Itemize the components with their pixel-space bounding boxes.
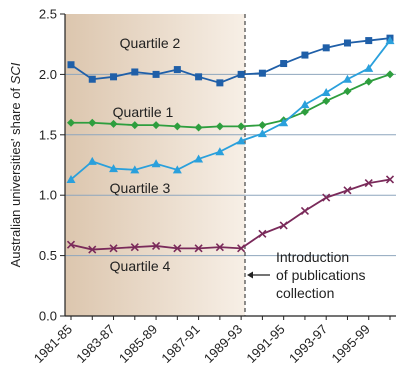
data-point bbox=[215, 243, 224, 252]
y-tick-labels: 0.0 0.5 1.0 1.5 2.0 2.5 bbox=[39, 7, 57, 324]
annotation: Introduction of publications collection bbox=[247, 249, 366, 301]
series-line bbox=[71, 73, 391, 129]
data-point bbox=[152, 241, 161, 251]
series-labels: Quartile 2 Quartile 1 Quartile 3 Quartile 4 bbox=[110, 35, 181, 274]
data-point bbox=[195, 73, 203, 81]
x-tick-label: 1987-91 bbox=[158, 322, 202, 366]
series-label: Quartile 2 bbox=[120, 35, 181, 51]
data-point bbox=[300, 107, 309, 116]
annotation-line-3: collection bbox=[276, 285, 334, 301]
data-point bbox=[216, 79, 224, 87]
data-point bbox=[364, 77, 373, 86]
data-point bbox=[152, 70, 160, 78]
data-point bbox=[365, 37, 373, 45]
data-point bbox=[215, 147, 225, 156]
data-point bbox=[130, 121, 139, 130]
data-point bbox=[130, 243, 139, 252]
y-tick-label: 2.5 bbox=[39, 7, 57, 22]
data-point bbox=[236, 136, 246, 145]
data-point bbox=[88, 75, 96, 83]
data-point bbox=[364, 179, 373, 188]
data-point bbox=[385, 36, 395, 45]
data-point bbox=[343, 39, 351, 47]
annotation-line-1: Introduction bbox=[276, 249, 349, 265]
data-point bbox=[109, 119, 118, 128]
data-point bbox=[237, 122, 246, 131]
y-tick-label: 1.5 bbox=[39, 127, 57, 142]
data-point bbox=[66, 174, 76, 183]
data-point bbox=[258, 69, 266, 77]
annotation-line-2: of publications bbox=[276, 267, 366, 283]
data-point bbox=[364, 63, 374, 72]
data-point bbox=[215, 122, 224, 131]
series-label: Quartile 4 bbox=[110, 258, 171, 274]
y-axis-title: Australian universities' share of SCI bbox=[8, 62, 23, 267]
data-point bbox=[257, 129, 267, 138]
data-point bbox=[130, 165, 140, 174]
y-tick-label: 0.0 bbox=[39, 309, 57, 324]
data-point bbox=[88, 118, 97, 127]
data-point bbox=[343, 186, 352, 195]
data-point bbox=[279, 118, 289, 127]
data-point bbox=[109, 244, 118, 253]
data-point bbox=[151, 159, 161, 168]
data-point bbox=[173, 66, 181, 74]
x-tick-labels: 1981-851983-871985-891987-911989-931991-… bbox=[31, 322, 373, 366]
data-point bbox=[110, 73, 118, 81]
x-tick-label: 1995-99 bbox=[329, 322, 373, 366]
data-point bbox=[342, 74, 352, 83]
data-point bbox=[343, 87, 352, 96]
data-point bbox=[300, 100, 310, 109]
series-line bbox=[70, 37, 391, 84]
data-point bbox=[300, 206, 309, 215]
data-point bbox=[280, 60, 288, 68]
data-point bbox=[67, 118, 75, 127]
data-point bbox=[322, 96, 331, 105]
data-point bbox=[322, 193, 331, 202]
data-point bbox=[194, 154, 204, 163]
data-point bbox=[237, 70, 245, 78]
annotation-arrow-head bbox=[247, 271, 253, 279]
data-point bbox=[321, 88, 331, 97]
data-point bbox=[386, 70, 394, 79]
axes bbox=[60, 13, 396, 320]
x-tick-label: 1981-85 bbox=[31, 322, 75, 366]
data-point bbox=[109, 164, 119, 173]
series-label: Quartile 1 bbox=[113, 104, 174, 120]
data-point bbox=[385, 175, 395, 184]
data-point bbox=[194, 244, 203, 253]
series-line bbox=[70, 178, 391, 251]
x-tick-label: 1991-95 bbox=[243, 322, 287, 366]
y-tick-label: 2.0 bbox=[39, 67, 57, 82]
data-point bbox=[88, 245, 97, 254]
data-point bbox=[322, 44, 330, 52]
y-tick-label: 1.0 bbox=[39, 188, 57, 203]
data-point bbox=[258, 121, 267, 130]
data-point bbox=[152, 121, 161, 130]
x-tick-label: 1993-97 bbox=[286, 322, 330, 366]
data-point bbox=[173, 122, 182, 131]
x-tick-label: 1985-89 bbox=[116, 322, 160, 366]
y-tick-label: 0.5 bbox=[39, 248, 57, 263]
data-point bbox=[67, 61, 75, 69]
data-point bbox=[194, 123, 203, 132]
series-label: Quartile 3 bbox=[110, 180, 171, 196]
x-tick-label: 1983-87 bbox=[73, 322, 117, 366]
data-point bbox=[258, 229, 267, 238]
data-point bbox=[237, 244, 246, 253]
data-point bbox=[279, 221, 288, 230]
data-point bbox=[301, 51, 309, 59]
x-tick-label: 1989-93 bbox=[201, 322, 245, 366]
data-point bbox=[66, 240, 76, 249]
series-group bbox=[66, 34, 395, 254]
series-line bbox=[70, 40, 391, 181]
data-point bbox=[173, 244, 182, 253]
data-point bbox=[131, 68, 139, 76]
data-point bbox=[172, 165, 182, 174]
data-point bbox=[87, 156, 97, 165]
